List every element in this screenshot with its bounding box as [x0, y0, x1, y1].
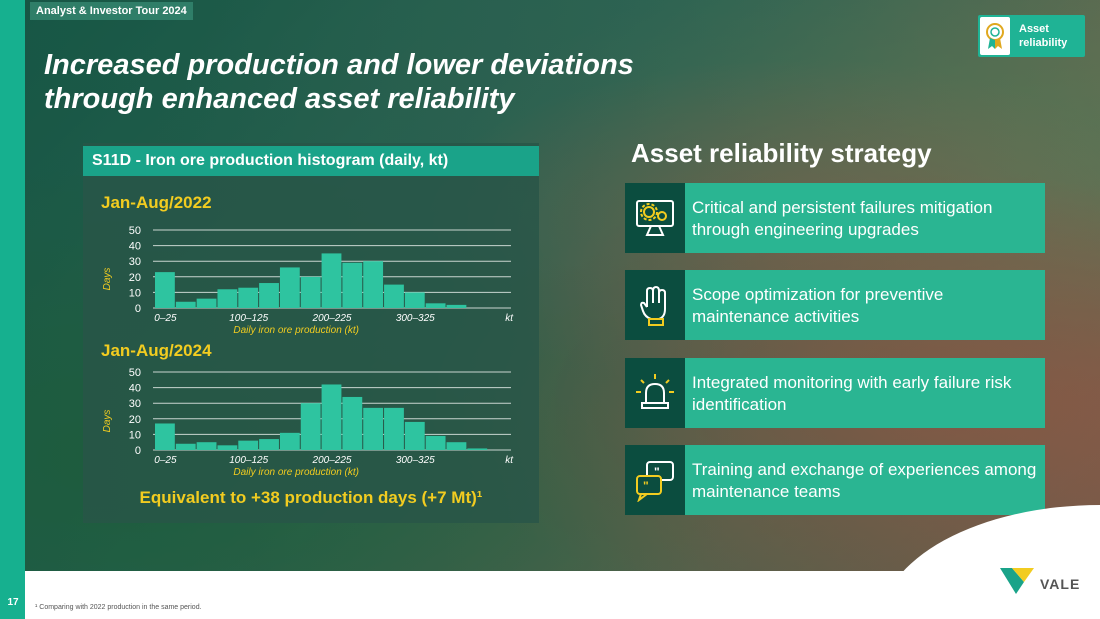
histogram-2024: 0 10 20 30 40 50 Days 0–25 100–125 200–225 300–325… [102, 367, 514, 478]
x-tick-label: 300–325 [396, 455, 435, 466]
histogram-bar [259, 439, 279, 450]
histogram-panel-title: S11D - Iron ore production histogram (da… [83, 146, 539, 176]
histogram-bar [446, 304, 467, 308]
histogram-bar [425, 435, 446, 450]
histogram-bar [217, 289, 238, 308]
x-unit-label: kt [505, 455, 514, 466]
x-tick-label: 100–125 [229, 313, 268, 324]
x-tick-label: 300–325 [396, 313, 435, 324]
footnote: ¹ Comparing with 2022 production in the … [35, 604, 202, 611]
vale-logo-icon [1000, 568, 1034, 594]
vale-logo-text: VALE [1040, 576, 1081, 592]
y-tick-label: 20 [129, 272, 141, 284]
strategy-item-3-label: Integrated monitoring with early failure… [692, 373, 1012, 414]
histogram-bar [467, 448, 488, 450]
histogram-bar [404, 292, 425, 308]
y-tick-label: 50 [129, 225, 141, 237]
svg-text:": " [643, 479, 649, 493]
title-line-1: Increased production and lower deviation… [44, 49, 634, 81]
histogram-bar [446, 442, 467, 450]
strategy-item-4-label: Training and exchange of experiences amo… [692, 460, 1037, 501]
y-tick-label: 0 [135, 303, 141, 315]
y-tick-label: 10 [129, 429, 141, 441]
page-number: 17 [7, 597, 19, 608]
x-axis-label: Daily iron ore production (kt) [233, 467, 359, 478]
x-tick-label: 0–25 [154, 313, 177, 324]
histogram-bar [342, 396, 363, 450]
svg-text:": " [654, 465, 660, 479]
y-tick-label: 30 [129, 398, 141, 410]
y-tick-label: 30 [129, 256, 141, 268]
x-tick-label: 0–25 [154, 455, 177, 466]
alarm-light-icon [625, 358, 685, 428]
page-title: Increased production and lower deviation… [44, 48, 684, 116]
badge-label: Asset reliability [1019, 22, 1067, 50]
histogram-bar [321, 253, 342, 308]
y-axis-label: Days [102, 268, 113, 291]
histogram-bar [300, 276, 321, 308]
title-line-2: through enhanced asset reliability [44, 83, 515, 115]
histogram-bar [384, 407, 404, 450]
histogram-bar [259, 283, 279, 308]
strategy-card-monitoring: Integrated monitoring with early failure… [625, 358, 1045, 428]
badge-line-1: Asset [1019, 23, 1049, 35]
period-label-2022: Jan-Aug/2022 [101, 193, 212, 212]
strategy-card-preventive: Scope optimization for preventive mainte… [625, 270, 1045, 340]
histogram-bar [342, 262, 363, 308]
y-tick-label: 40 [129, 241, 141, 253]
y-axis-label: Days [102, 410, 113, 433]
histogram-bar [425, 303, 446, 308]
asset-reliability-badge: Asset reliability [978, 15, 1085, 57]
x-axis-label: Daily iron ore production (kt) [233, 325, 359, 336]
histogram-bar [217, 445, 238, 450]
histogram-bar [404, 421, 425, 450]
y-tick-label: 20 [129, 414, 141, 426]
histogram-bar [175, 301, 196, 308]
x-tick-label: 200–225 [312, 455, 352, 466]
strategy-item-2-label: Scope optimization for preventive mainte… [692, 285, 944, 326]
badge-line-2: reliability [1019, 37, 1068, 49]
chat-bubbles-icon: " " [625, 445, 685, 515]
histogram-panel [83, 143, 539, 523]
histogram-bar [238, 440, 259, 450]
histogram-bar [363, 261, 384, 308]
x-tick-label: 200–225 [312, 313, 352, 324]
histogram-bar [155, 423, 175, 450]
x-unit-label: kt [505, 313, 514, 324]
award-ribbon-icon [980, 17, 1010, 55]
gears-monitor-icon [625, 183, 685, 253]
histogram-bar [279, 432, 300, 450]
x-tick-label: 100–125 [229, 455, 268, 466]
histogram-2022: 0 10 20 30 40 50 Days 0–25 100–125 200–225 300–325… [102, 225, 514, 336]
histogram-bar [321, 384, 342, 450]
histogram-bar [175, 443, 196, 450]
y-tick-label: 40 [129, 383, 141, 395]
histogram-bar [279, 267, 300, 308]
strategy-title: Asset reliability strategy [631, 138, 932, 168]
histogram-bar [238, 287, 259, 308]
equivalent-production-note: Equivalent to +38 production days (+7 Mt… [139, 488, 483, 507]
strategy-item-1-label: Critical and persistent failures mitigat… [692, 198, 993, 239]
period-label-2024: Jan-Aug/2024 [101, 341, 212, 360]
histogram-bar [196, 298, 217, 308]
histogram-bar [363, 407, 384, 450]
histogram-bar [300, 403, 321, 450]
left-accent-strip [0, 0, 25, 619]
y-tick-label: 0 [135, 445, 141, 457]
histogram-bar [196, 442, 217, 450]
strategy-card-engineering: Critical and persistent failures mitigat… [625, 183, 1045, 253]
y-tick-label: 10 [129, 287, 141, 299]
y-tick-label: 50 [129, 367, 141, 379]
histogram-bar [155, 272, 175, 308]
glove-hand-icon [625, 270, 685, 340]
histogram-bar [384, 284, 404, 308]
strategy-card-training: " " Training and exchange of experiences… [625, 445, 1045, 515]
event-tag: Analyst & Investor Tour 2024 [30, 2, 193, 20]
